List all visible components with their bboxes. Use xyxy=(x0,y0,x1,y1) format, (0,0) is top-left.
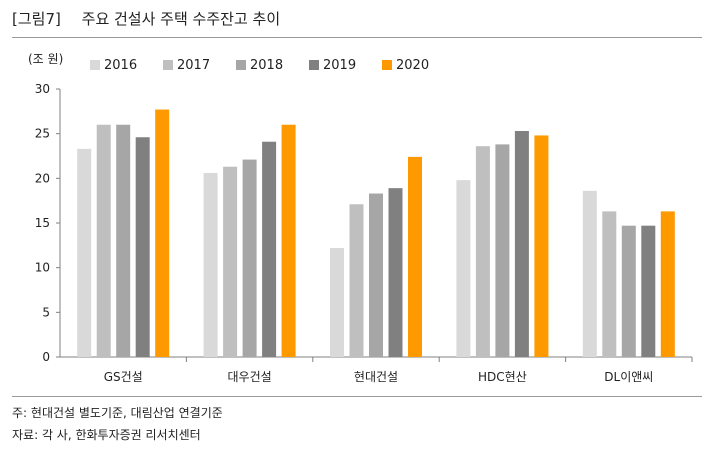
bar xyxy=(77,148,92,357)
footer-rule xyxy=(12,396,702,397)
bar xyxy=(408,156,422,357)
x-tick-label: 현대건설 xyxy=(354,370,398,384)
legend-swatch xyxy=(236,60,246,70)
x-tick-label: DL이앤씨 xyxy=(604,370,653,384)
x-tick-label: 대우건설 xyxy=(228,370,272,384)
bar xyxy=(155,109,170,358)
bar xyxy=(475,146,490,357)
legend-label: 2018 xyxy=(250,58,283,73)
figure-header: [그림7] 주요 건설사 주택 수주잔고 추이 xyxy=(12,8,280,29)
legend-label: 2020 xyxy=(396,58,429,73)
bar xyxy=(203,172,218,357)
source-text: 자료: 각 사, 한화투자증권 리서치센터 xyxy=(12,428,201,442)
bar xyxy=(330,248,344,357)
legend-swatch xyxy=(163,60,173,70)
bar xyxy=(602,211,617,357)
bar xyxy=(135,137,150,357)
bar xyxy=(281,124,296,357)
x-tick-label: HDC현산 xyxy=(478,370,527,384)
bar xyxy=(514,130,529,357)
bar xyxy=(582,190,597,357)
bar xyxy=(223,166,238,357)
y-unit-label: (조 원) xyxy=(28,52,64,66)
bar xyxy=(369,193,383,357)
y-tick-label: 20 xyxy=(35,171,50,185)
figure-number: [그림7] xyxy=(12,10,61,28)
y-tick-label: 30 xyxy=(35,82,50,96)
legend-swatch xyxy=(382,60,392,70)
bar xyxy=(262,141,277,357)
bar xyxy=(242,159,257,357)
legend-label: 2016 xyxy=(104,58,137,73)
y-tick-label: 0 xyxy=(42,350,50,364)
bar xyxy=(534,135,549,357)
legend-label: 2017 xyxy=(177,58,210,73)
x-tick-label: GS건설 xyxy=(104,370,143,384)
bar xyxy=(641,225,656,357)
y-tick-label: 5 xyxy=(42,305,50,319)
notes: 주: 현대건설 별도기준, 대림산업 연결기준 자료: 각 사, 한화투자증권 … xyxy=(12,402,223,446)
legend-swatch xyxy=(90,60,100,70)
legend-swatch xyxy=(309,60,319,70)
note-text: 주: 현대건설 별도기준, 대림산업 연결기준 xyxy=(12,406,223,420)
bar xyxy=(388,188,403,357)
figure-title: 주요 건설사 주택 수주잔고 추이 xyxy=(81,10,281,28)
legend-label: 2019 xyxy=(323,58,356,73)
bar xyxy=(660,211,675,357)
bar xyxy=(349,204,364,357)
bar xyxy=(621,225,636,357)
y-tick-label: 10 xyxy=(35,261,50,275)
bar xyxy=(495,144,510,357)
y-tick-label: 25 xyxy=(35,127,50,141)
bar xyxy=(116,124,131,357)
y-tick-label: 15 xyxy=(35,216,50,230)
bar xyxy=(96,124,111,357)
bar xyxy=(456,180,471,357)
header-rule xyxy=(12,37,702,38)
